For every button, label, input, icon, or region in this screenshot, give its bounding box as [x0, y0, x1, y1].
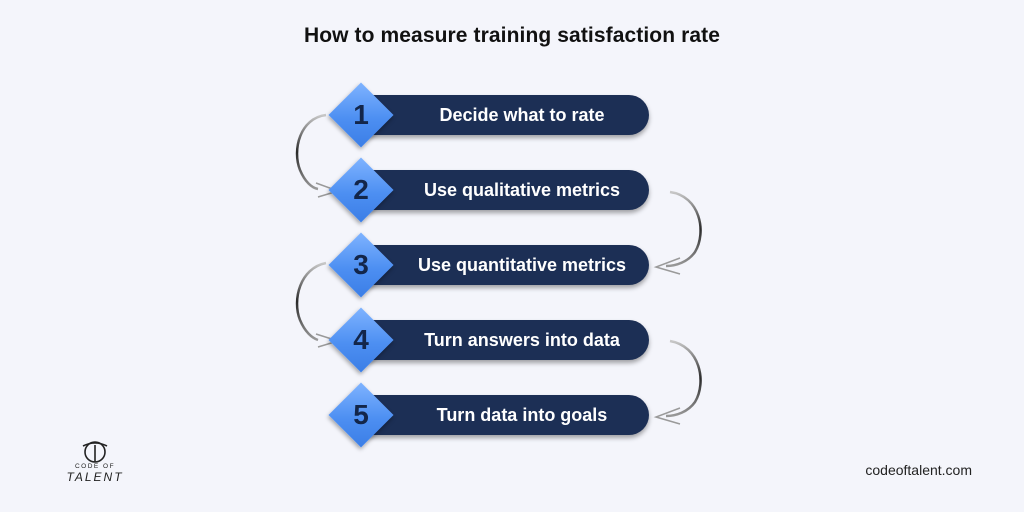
step-label: Turn data into goals — [436, 405, 608, 425]
step-number: 4 — [353, 324, 369, 355]
arrow-1-to-2 — [295, 113, 327, 191]
step-4: Turn answers into data 4 — [328, 307, 654, 373]
arrow-2-to-3 — [665, 190, 702, 268]
step-number: 5 — [353, 399, 369, 430]
code-of-talent-logo: CODE OF TALENT — [40, 440, 150, 484]
step-5: Turn data into goals 5 — [328, 382, 654, 448]
logo-top-text: CODE OF — [74, 463, 116, 470]
step-number: 2 — [353, 174, 369, 205]
step-label: Use qualitative metrics — [423, 180, 621, 200]
logo-mark-icon — [82, 441, 108, 463]
step-pill — [364, 320, 649, 360]
page-title: How to measure training satisfaction rat… — [303, 24, 721, 47]
step-pill — [364, 95, 649, 135]
step-pill — [364, 245, 649, 285]
step-label: Use quantitative metrics — [417, 255, 627, 275]
step-2: Use qualitative metrics 2 — [328, 157, 654, 223]
step-pill — [364, 395, 649, 435]
step-number: 1 — [353, 99, 369, 130]
step-pill — [364, 170, 649, 210]
arrow-3-to-4 — [295, 261, 327, 342]
logo-bottom-text: TALENT — [66, 470, 124, 484]
step-label: Turn answers into data — [424, 330, 620, 350]
arrowhead-4-to-5 — [653, 407, 681, 425]
step-label: Decide what to rate — [439, 105, 605, 125]
step-number: 3 — [353, 249, 369, 280]
arrow-4-to-5 — [665, 339, 702, 418]
step-1: Decide what to rate 1 — [328, 82, 654, 148]
arrowhead-2-to-3 — [653, 257, 681, 275]
step-3: Use quantitative metrics 3 — [328, 232, 654, 298]
website-url: codeoftalent.com — [865, 462, 972, 478]
